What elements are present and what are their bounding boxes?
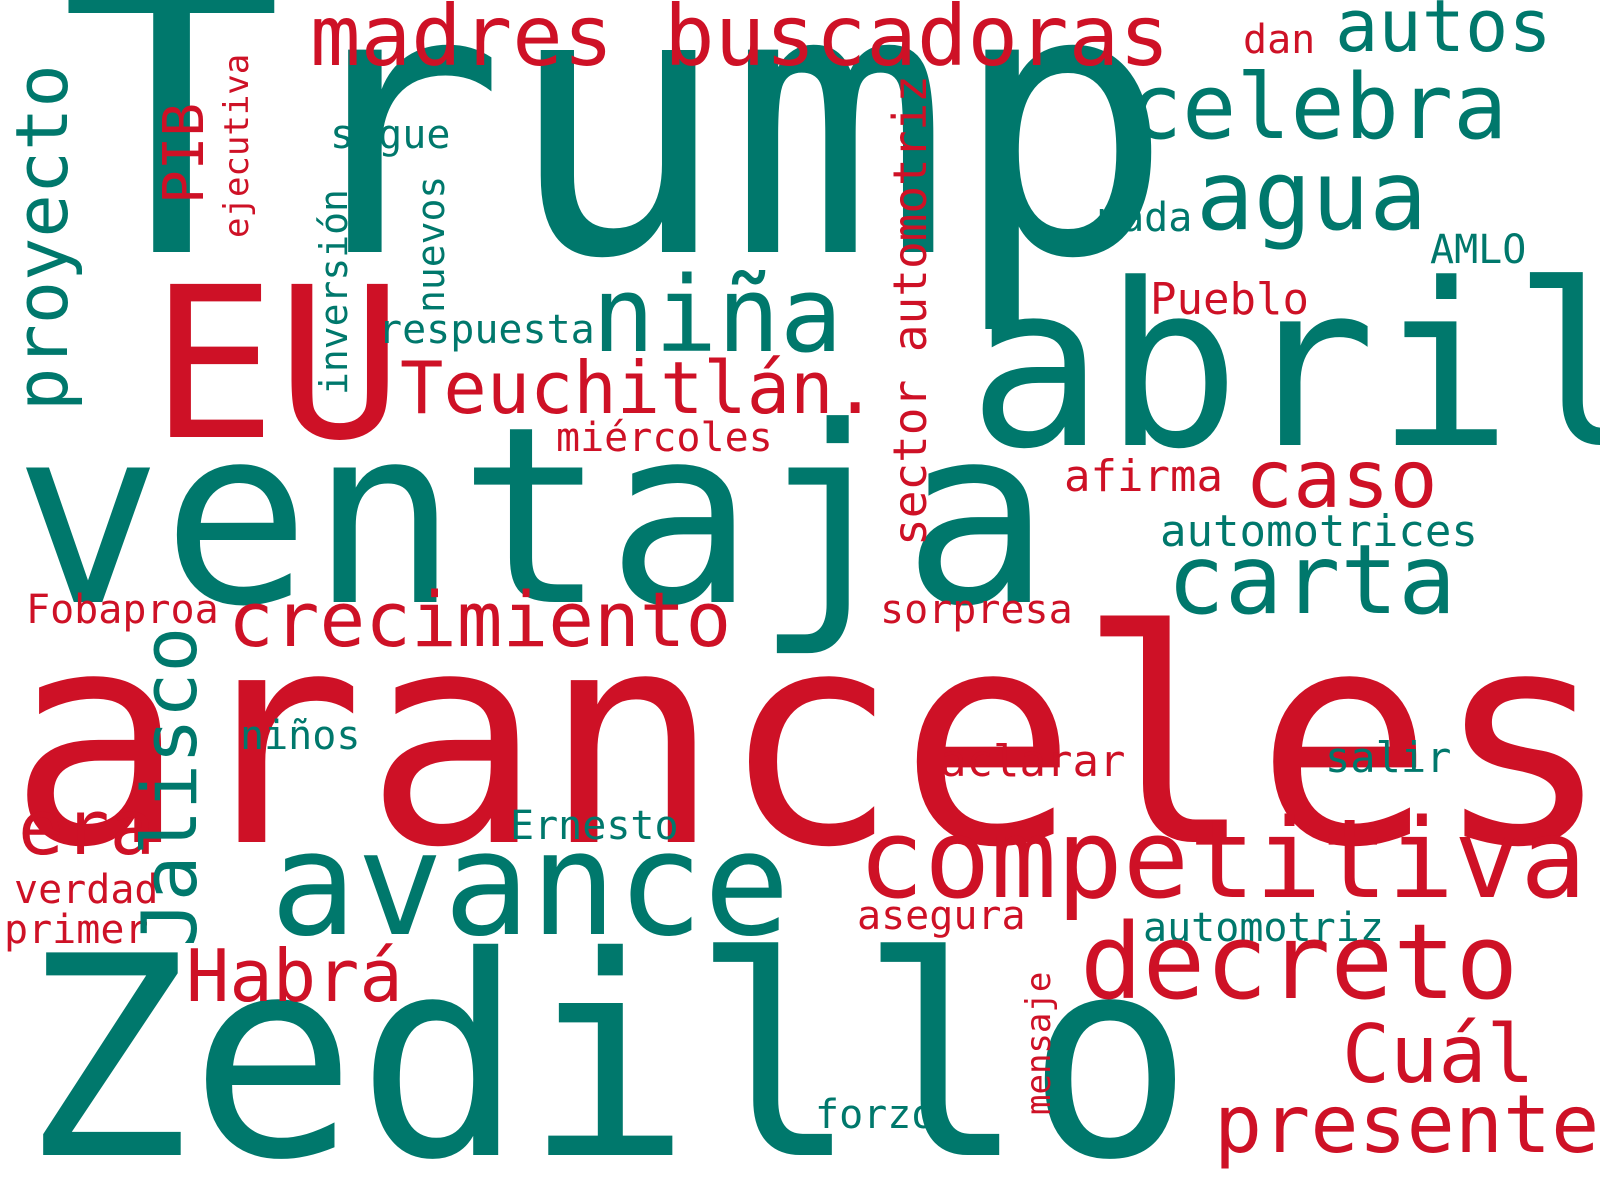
word-jalisco: Jalisco	[125, 626, 214, 947]
word-sigue: sigue	[330, 112, 451, 158]
word-habra: Habrá	[186, 934, 403, 1018]
word-ventaja: ventaja	[14, 375, 1051, 661]
word-avance: avance	[270, 800, 791, 968]
word-crecimiento: crecimiento	[228, 575, 732, 664]
word-pueblo: Pueblo	[1150, 274, 1309, 325]
word-nina: niña	[592, 254, 843, 376]
word-ninos: niños	[240, 713, 361, 759]
word-celebra: celebra	[1128, 55, 1508, 160]
word-aranceles: aranceles	[8, 567, 1600, 912]
word-verdad: verdad	[14, 867, 159, 913]
word-ernesto: Ernesto	[510, 803, 679, 849]
word-trump: Trump	[60, 0, 1174, 340]
word-dan: dan	[1243, 17, 1316, 63]
word-madres-buscadoras: madres buscadoras	[310, 0, 1170, 85]
word-amlo: AMLO	[1430, 227, 1527, 273]
word-ejecutiva: ejecutiva	[217, 53, 257, 238]
word-nada: nada	[1096, 195, 1193, 241]
word-inversion: inversión	[312, 189, 356, 395]
word-eu: EU	[150, 242, 403, 487]
word-presente: presente	[1214, 1078, 1600, 1171]
word-caso: caso	[1245, 433, 1438, 526]
word-automotrices: automotrices	[1160, 506, 1478, 557]
word-era: era	[18, 783, 156, 872]
word-automotriz: automotriz	[1143, 905, 1384, 951]
word-zedillo: Zedillo	[22, 897, 1194, 1200]
word-sorpresa: sorpresa	[880, 587, 1073, 633]
word-respuesta: respuesta	[378, 307, 595, 353]
word-teuchitlan: Teuchitlán.	[400, 346, 877, 430]
word-aclarar: aclarar	[940, 736, 1126, 787]
word-autos: autos	[1335, 0, 1552, 68]
word-carta: carta	[1167, 524, 1456, 636]
word-mensaje: mensaje	[1019, 971, 1059, 1115]
word-decreto: decreto	[1080, 901, 1519, 1023]
word-fobaproa: Fobaproa	[26, 587, 219, 633]
word-afirma: afirma	[1064, 451, 1223, 502]
word-forzo: forzó	[815, 1092, 936, 1138]
word-cual: Cuál	[1342, 1008, 1535, 1101]
word-nuevos: nuevos	[409, 175, 453, 313]
word-pib: PIB	[152, 102, 217, 204]
word-primer: primer	[4, 907, 149, 953]
word-abril: abril	[968, 236, 1600, 499]
word-competitiva: competitiva	[858, 795, 1587, 923]
word-agua: agua	[1196, 140, 1428, 252]
word-salir: salir	[1325, 733, 1452, 782]
word-sector-automotriz: sector automotriz	[883, 75, 937, 546]
word-asegura: asegura	[857, 893, 1026, 939]
word-proyecto: proyecto	[0, 64, 84, 411]
word-miercoles: miércoles	[556, 415, 773, 461]
